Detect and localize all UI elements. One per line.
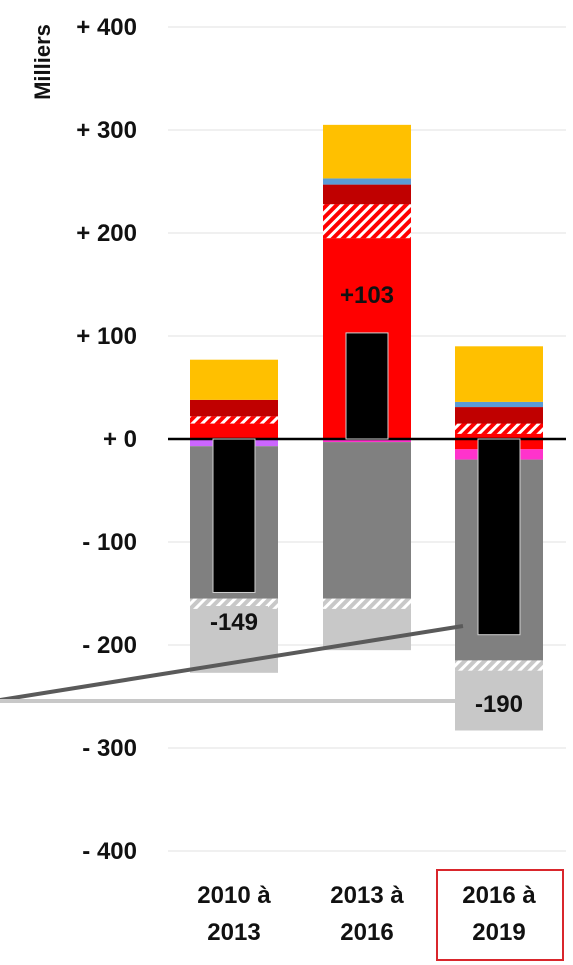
bar-segment-hatched [323, 204, 411, 239]
y-axis-tick-labels: + 400 + 300 + 200 + 100 + 0 - 100 - 200 - 300 - … [76, 14, 137, 865]
bar-segment [323, 439, 411, 443]
y-tick-label: + 400 [76, 14, 137, 41]
bar-segment-hatched [190, 598, 278, 609]
bar-segment [323, 184, 411, 205]
category-labels: 2010 à 2013 2013 à 2016 2016 à 2019 [197, 869, 564, 961]
bar-segment [323, 442, 411, 599]
bar-segment-hatched [190, 416, 278, 424]
bar-segment [455, 407, 543, 424]
y-axis-label: Milliers [30, 24, 55, 100]
y-tick-label: - 100 [82, 529, 137, 556]
bar-segment-hatched [455, 660, 543, 671]
bar-segment [190, 359, 278, 400]
net-bar [477, 438, 521, 636]
data-label: +103 [340, 282, 394, 309]
bar-segment [323, 608, 411, 651]
bar-segment [455, 346, 543, 402]
net-bar [345, 332, 389, 440]
category-label: 2016 à [462, 882, 536, 909]
y-tick-label: + 100 [76, 323, 137, 350]
bars [168, 124, 566, 731]
bar-segment [190, 399, 278, 417]
pointer-line-dark [0, 624, 464, 702]
y-tick-label: + 200 [76, 220, 137, 247]
pointer-lines [0, 624, 464, 703]
data-labels: -149 +103 -190 [200, 282, 533, 720]
y-tick-label: - 400 [82, 838, 137, 865]
category-label: 2013 à [330, 882, 404, 909]
bar-segment [323, 124, 411, 179]
y-tick-label: - 300 [82, 735, 137, 762]
net-bar [212, 438, 256, 593]
category-label: 2016 [340, 919, 393, 946]
bar-segment [323, 178, 411, 185]
category-label: 2013 [207, 919, 260, 946]
highlight-box [436, 869, 564, 961]
data-label: -190 [475, 691, 523, 718]
data-label: -149 [210, 609, 258, 636]
net-bars [212, 332, 521, 636]
bar-segment [455, 401, 543, 408]
category-label: 2019 [472, 919, 525, 946]
bar-segment-hatched [455, 423, 543, 434]
bar-segment [190, 423, 278, 439]
data-label-bg [200, 606, 268, 638]
y-tick-label: + 300 [76, 117, 137, 144]
category-label: 2010 à [197, 882, 271, 909]
y-tick-label: + 0 [103, 426, 137, 453]
data-label-bg [465, 688, 533, 720]
bar-segment-hatched [323, 598, 411, 609]
y-tick-label: - 200 [82, 632, 137, 659]
bar-segment [455, 433, 543, 439]
